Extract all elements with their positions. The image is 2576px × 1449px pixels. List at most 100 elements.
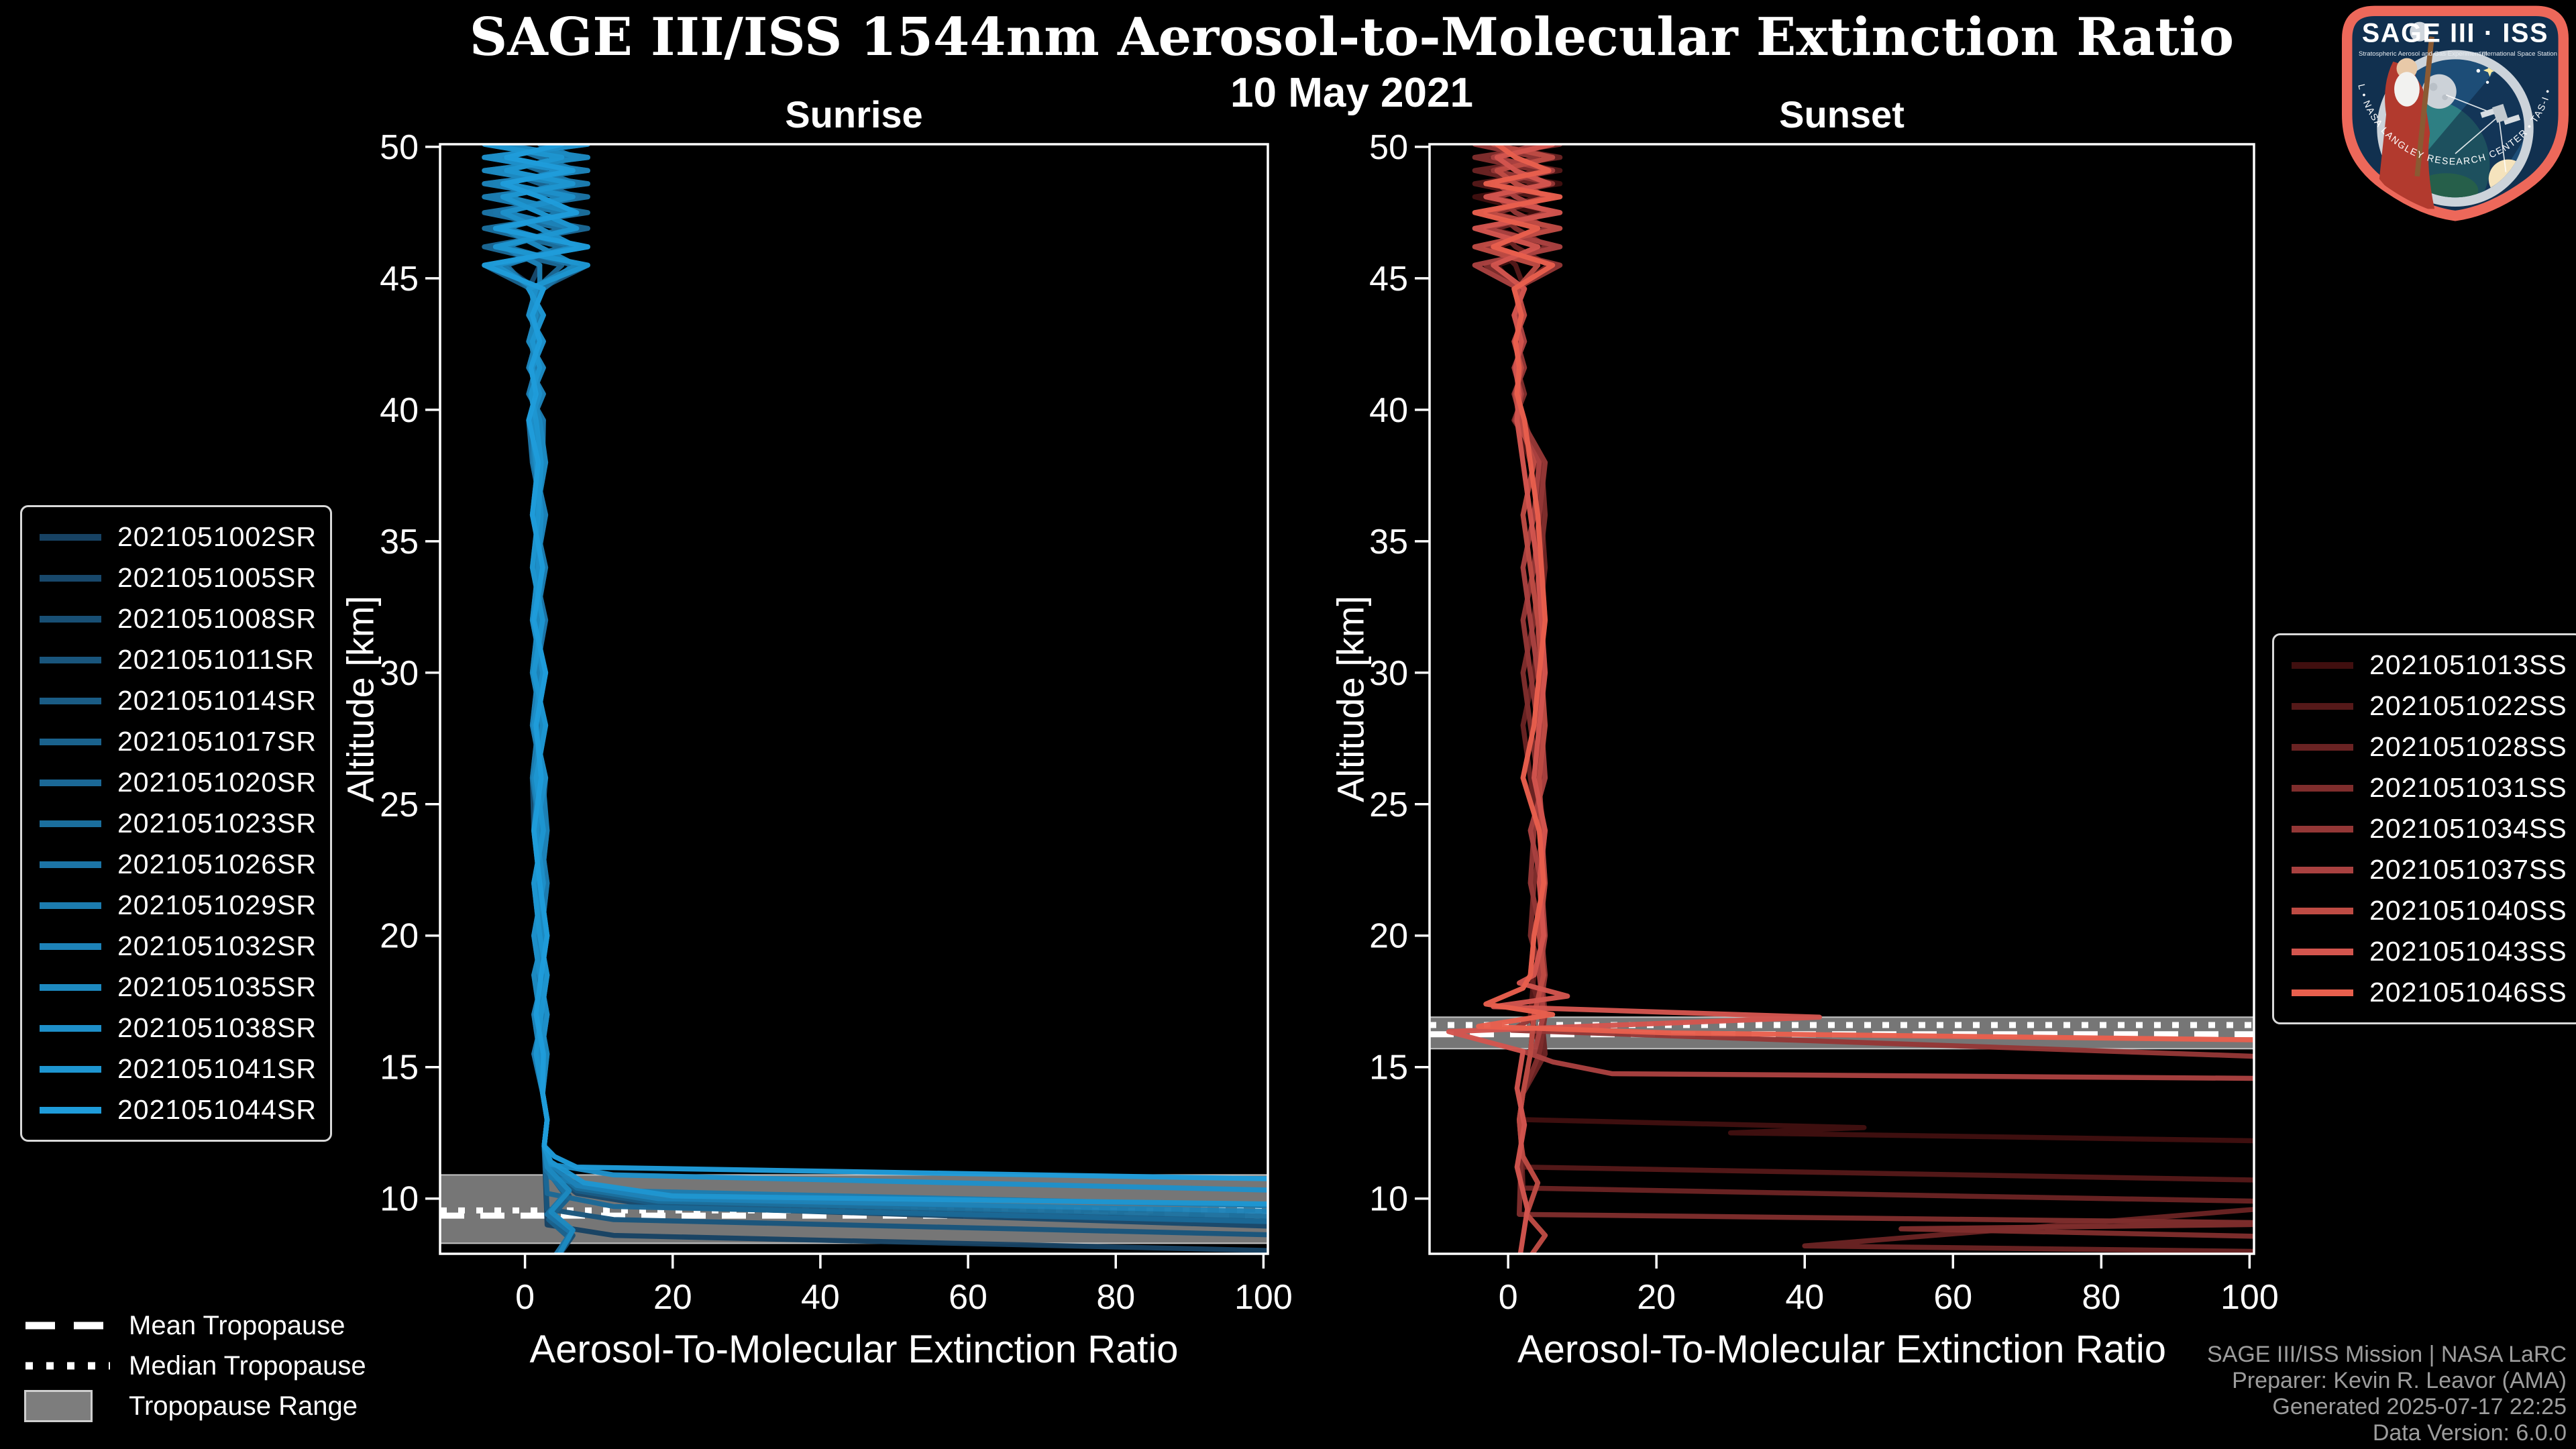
series-line-2021051032SR — [482, 144, 1268, 1214]
legend-item-2021051032SR: 2021051032SR — [38, 926, 317, 967]
x-tick-label: 100 — [2220, 1278, 2279, 1317]
series-line-2021051023SR — [482, 144, 1268, 1219]
x-tick-label: 20 — [653, 1278, 692, 1317]
series-line-2021051013SS — [1472, 144, 2254, 1144]
sunset-xaxis-label: Aerosol-To-Molecular Extinction Ratio — [1517, 1328, 2167, 1371]
legend-item-2021051038SR: 2021051038SR — [38, 1008, 317, 1049]
legend-line-swatch — [2292, 661, 2353, 669]
sunset-panel: 0 20 40 60 80 100 10 15 20 25 30 35 40 45 50 — [1369, 128, 2279, 1317]
y-tick-label: 45 — [1369, 260, 1408, 299]
series-line-2021051040SS — [1472, 144, 1563, 1254]
sage-figure — [2379, 21, 2435, 209]
legend-item-label: 2021051020SR — [117, 767, 317, 798]
y-tick-label: 40 — [380, 391, 419, 430]
y-tick-label: 25 — [1369, 786, 1408, 824]
y-tick-label: 50 — [380, 128, 419, 167]
legend-item-2021051022SS: 2021051022SS — [2290, 686, 2567, 727]
legend-item-label: 2021051011SR — [117, 644, 315, 675]
y-tick-label: 20 — [380, 917, 419, 956]
legend-item-2021051046SS: 2021051046SS — [2290, 972, 2567, 1013]
x-tick-label: 100 — [1234, 1278, 1293, 1317]
legend-line-swatch — [40, 779, 101, 786]
legend-line-swatch — [40, 1065, 101, 1073]
legend-item-label: 2021051029SR — [117, 890, 317, 920]
axes-frame — [1428, 143, 2255, 1255]
legend-item-2021051040SS: 2021051040SS — [2290, 890, 2567, 931]
x-tick-label: 80 — [2082, 1278, 2121, 1317]
legend-line-swatch — [40, 615, 101, 623]
x-tick-label: 0 — [1499, 1278, 1518, 1317]
legend-item-label: 2021051044SR — [117, 1094, 317, 1125]
legend-item-2021051014SR: 2021051014SR — [38, 680, 317, 721]
moon-icon — [2422, 74, 2457, 109]
legend-item-tropopause-range: Tropopause Range — [24, 1386, 366, 1426]
legend-item-2021051043SS: 2021051043SS — [2290, 931, 2567, 972]
x-tick-label: 0 — [515, 1278, 535, 1317]
logo-subtitle-right: International Space Station — [2480, 50, 2557, 58]
legend-line-swatch — [2292, 743, 2353, 751]
series-line-2021051029SR — [482, 144, 1268, 1209]
sage-iii-iss-mission-logo: SAGE III · ISS Stratospheric Aerosol and… — [2340, 4, 2569, 221]
series-line-2021051002SR — [482, 144, 1268, 1253]
figure-date: 10 May 2021 — [1230, 70, 1473, 116]
legend-item-median-tropopause: Median Tropopause — [24, 1346, 366, 1386]
legend-item-label: 2021051043SS — [2369, 936, 2567, 967]
series-line-2021051034SS — [1472, 144, 2254, 1059]
gray-patch-swatch — [24, 1390, 111, 1422]
legend-item-2021051028SS: 2021051028SS — [2290, 727, 2567, 767]
legend-item-label: 2021051005SR — [117, 562, 317, 593]
legend-item-label: Median Tropopause — [129, 1350, 366, 1381]
series-line-2021051005SR — [482, 144, 1268, 1229]
y-tick-label: 35 — [380, 523, 419, 561]
legend-line-swatch — [40, 983, 101, 991]
sunrise-xaxis-label: Aerosol-To-Molecular Extinction Ratio — [529, 1328, 1179, 1371]
legend-item-2021051031SS: 2021051031SS — [2290, 767, 2567, 808]
legend-item-label: 2021051017SR — [117, 726, 317, 757]
sunset-panel-title: Sunset — [1779, 93, 1904, 136]
axes-frame — [439, 143, 1269, 1255]
legend-line-swatch — [40, 697, 101, 704]
sunrise-panel-title: Sunrise — [785, 93, 923, 136]
legend-item-2021051020SR: 2021051020SR — [38, 762, 317, 803]
x-tick-label: 20 — [1637, 1278, 1676, 1317]
attribution-line: Data Version: 6.0.0 — [2372, 1420, 2567, 1446]
y-tick-label: 40 — [1369, 391, 1408, 430]
x-tick-label: 80 — [1096, 1278, 1135, 1317]
x-tick-label: 40 — [801, 1278, 840, 1317]
x-tick-label: 60 — [1933, 1278, 1972, 1317]
legend-line-swatch — [40, 533, 101, 541]
legend-line-swatch — [40, 902, 101, 909]
x-tick-label: 60 — [949, 1278, 987, 1317]
legend-item-label: Mean Tropopause — [129, 1310, 345, 1340]
series-line-2021051014SR — [482, 144, 1268, 1224]
series-line-2021051020SR — [482, 144, 1268, 1224]
legend-line-swatch — [2292, 702, 2353, 710]
legend-item-label: 2021051034SS — [2369, 813, 2567, 844]
series-line-2021051046SS — [1472, 144, 2254, 1042]
y-tick-label: 10 — [1369, 1180, 1408, 1219]
legend-line-swatch — [40, 861, 101, 868]
legend-line-swatch — [2292, 784, 2353, 792]
y-tick-label: 15 — [380, 1049, 419, 1087]
attribution: SAGE III/ISS Mission | NASA LaRC Prepare… — [2207, 1342, 2567, 1446]
legend-line-swatch — [40, 1024, 101, 1032]
legend-item-label: 2021051035SR — [117, 971, 317, 1002]
series-line-2021051038SR — [482, 144, 1268, 1193]
attribution-line: SAGE III/ISS Mission | NASA LaRC — [2206, 1342, 2567, 1367]
legend-line-swatch — [40, 738, 101, 745]
legend-line-swatch — [40, 820, 101, 827]
y-tick-label: 30 — [380, 654, 419, 693]
legend-item-2021051013SS: 2021051013SS — [2290, 645, 2567, 686]
legend-item-2021051035SR: 2021051035SR — [38, 967, 317, 1008]
y-tick-label: 15 — [1369, 1049, 1408, 1087]
legend-line-swatch — [2292, 989, 2353, 996]
sunrise-legend: 2021051002SR 2021051005SR 2021051008SR 2021… — [20, 505, 332, 1142]
figure-title: SAGE III/ISS 1544nm Aerosol-to-Molecular… — [469, 7, 2235, 68]
legend-item-2021051034SS: 2021051034SS — [2290, 808, 2567, 849]
legend-item-2021051005SR: 2021051005SR — [38, 557, 317, 598]
dashed-line-swatch — [24, 1322, 111, 1330]
legend-item-label: 2021051046SS — [2369, 977, 2567, 1008]
legend-item-label: 2021051022SS — [2369, 690, 2567, 721]
legend-line-swatch — [40, 1106, 101, 1114]
